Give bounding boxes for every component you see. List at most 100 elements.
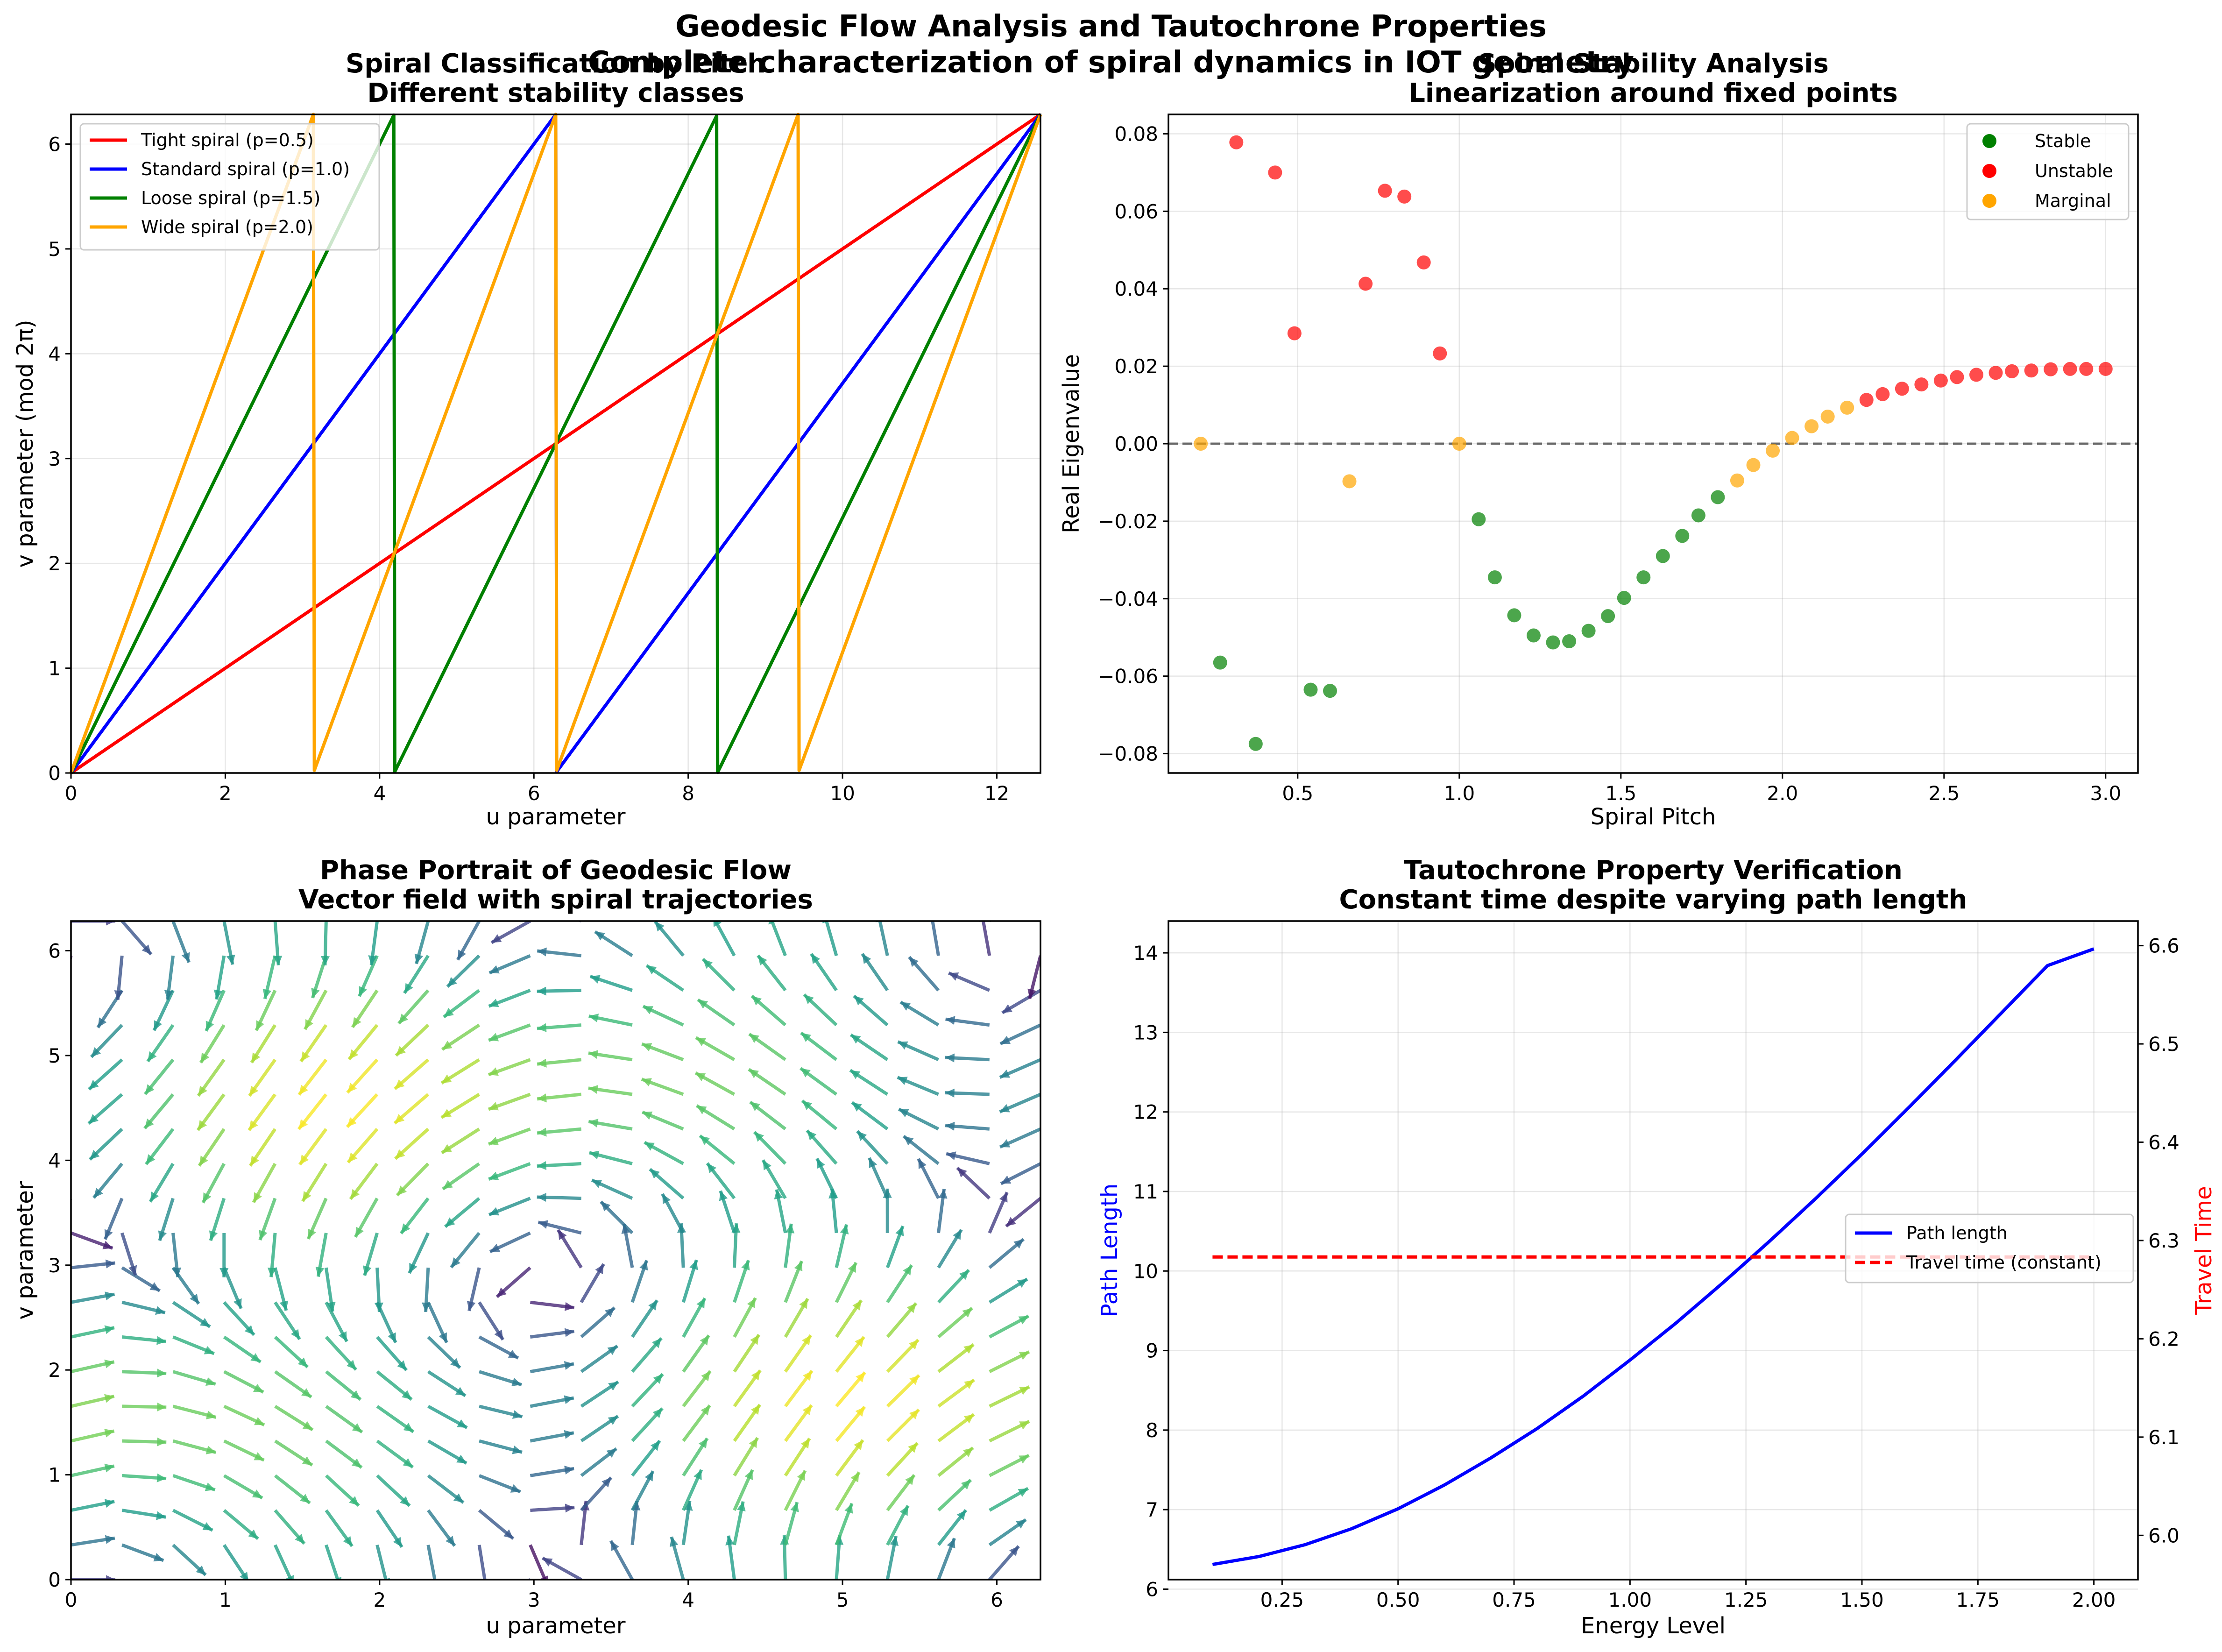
phase-arrow-head — [450, 1358, 460, 1368]
phase-ytick-label: 3 — [48, 1254, 61, 1277]
phase-arrow-shaft — [1040, 1431, 1084, 1441]
stability-point-marginal — [1820, 409, 1835, 424]
stability-ytick-label: −0.06 — [1098, 665, 1158, 688]
phase-arrow-head — [439, 1332, 447, 1343]
tautochrone-ytick-label: 11 — [1133, 1180, 1158, 1203]
phase-arrow-head — [251, 1052, 261, 1063]
stability-ytick-label: −0.04 — [1098, 588, 1158, 610]
phase-ytick-label: 4 — [48, 1149, 61, 1172]
phase-arrow-head — [240, 1572, 248, 1580]
phase-arrow-head — [856, 1372, 865, 1383]
phase-arrow-head — [285, 1575, 294, 1580]
phase-arrow-head — [610, 1540, 619, 1551]
stability-ytick-label: 0.02 — [1114, 355, 1158, 378]
phase-arrow-shaft — [887, 921, 889, 922]
phase-arrow-head — [205, 1377, 216, 1386]
phase-arrow-shaft — [71, 956, 73, 963]
phase-arrow-head — [588, 1085, 598, 1094]
phase-arrow-shaft — [122, 1578, 124, 1580]
phase-arrow-head — [750, 1334, 759, 1345]
stability-point-marginal — [1840, 400, 1854, 415]
stability-point-stable — [1472, 512, 1486, 526]
stability-point-unstable — [1969, 368, 1983, 382]
phase-arrow-head — [226, 1613, 235, 1623]
phase-arrow-head — [909, 1410, 919, 1419]
phase-arrow-head — [542, 1558, 553, 1567]
phase-arrow-head — [1076, 916, 1085, 925]
phase-arrow-head — [899, 1505, 908, 1516]
tautochrone-ytick-label: 7 — [1146, 1498, 1158, 1521]
phase-arrow-head — [401, 1223, 410, 1234]
stability-legend-text-unstable: Unstable — [2035, 161, 2113, 181]
phase-arrow-head — [442, 1041, 453, 1049]
phase-arrow-head — [153, 1553, 164, 1562]
tautochrone-ytick-label: 9 — [1146, 1340, 1158, 1362]
tautochrone-legend-text-path: Path length — [1906, 1223, 2008, 1243]
phase-arrow-head — [802, 1335, 811, 1346]
phase-arrow-head — [848, 1262, 856, 1273]
phase-arrow-head — [142, 944, 151, 955]
phase-arrow-head — [104, 1499, 115, 1508]
phase-arrow-head — [693, 1469, 702, 1480]
tautochrone-ylabel-left: Path Length — [1097, 1184, 1123, 1317]
phase-arrow-head — [899, 1109, 909, 1118]
phase-arrow-head — [298, 1119, 308, 1129]
phase-arrow-head — [538, 1220, 549, 1229]
phase-arrow-head — [807, 1130, 817, 1141]
phase-arrow-head — [445, 1217, 455, 1227]
phase-arrow-head — [290, 1329, 300, 1340]
phase-arrow-head — [395, 1149, 405, 1159]
phase-arrow-head — [104, 1325, 114, 1334]
phase-arrow-head — [447, 977, 457, 987]
phase-arrow-head — [854, 996, 864, 1006]
phase-arrow-head — [763, 1160, 771, 1170]
phase-arrow-head — [203, 1192, 212, 1203]
phase-arrow-head — [1074, 1394, 1083, 1403]
phase-arrow-head — [850, 1035, 861, 1044]
phase-arrow-head — [128, 1265, 137, 1276]
phase-arrow-head — [154, 1020, 163, 1031]
phase-arrow-head — [142, 1603, 151, 1613]
phase-arrow-head — [105, 1291, 115, 1301]
spiral-ytick-label: 5 — [48, 238, 61, 261]
stability-title-line1: Spiral Stability Analysis — [1478, 49, 1829, 79]
phase-arrow-head — [204, 1346, 214, 1354]
phase-arrow-head — [695, 1073, 706, 1082]
phase-arrow-head — [244, 1325, 255, 1335]
phase-arrow-head — [999, 1104, 1010, 1113]
phase-arrow-head — [707, 1163, 717, 1173]
phase-arrow-shaft — [938, 921, 941, 922]
phase-arrow-head — [662, 1194, 671, 1205]
phase-arrow-head — [253, 1192, 262, 1203]
phase-arrow-head — [537, 1023, 547, 1032]
phase-arrow-head — [869, 1157, 877, 1168]
stability-point-stable — [1711, 490, 1725, 504]
phase-arrow-head — [909, 1375, 920, 1385]
phase-arrow-head — [1074, 1464, 1083, 1473]
stability-point-marginal — [1785, 431, 1799, 445]
phase-arrow-head — [1016, 1519, 1026, 1529]
phase-arrow-head — [945, 1088, 955, 1098]
phase-title-line2: Vector field with spiral trajectories — [298, 885, 813, 915]
spiral-title-line2: Different stability classes — [367, 78, 744, 108]
phase-arrow-shaft — [426, 1545, 437, 1580]
phase-arrow-head — [650, 1169, 660, 1179]
phase-arrow-head — [642, 1043, 652, 1052]
tautochrone-ytick-right-label: 6.1 — [2148, 1426, 2180, 1449]
spiral-legend-box — [79, 123, 380, 251]
stability-point-unstable — [1378, 184, 1392, 198]
stability-point-stable — [1546, 635, 1560, 650]
tautochrone-ylabel-right: Travel Time — [2191, 1186, 2217, 1315]
tautochrone-title-line2: Constant time despite varying path lengt… — [1339, 885, 1967, 915]
phase-xtick-label: 4 — [682, 1588, 694, 1611]
phase-arrow-head — [1018, 1316, 1029, 1325]
phase-arrow-head — [253, 1383, 264, 1392]
stability-point-unstable — [2024, 363, 2038, 378]
stability-ytick-label: −0.08 — [1098, 743, 1158, 766]
phase-arrow-head — [91, 1047, 101, 1057]
phase-arrow-head — [696, 1298, 705, 1309]
phase-arrow-head — [351, 1458, 362, 1468]
phase-arrow-head — [564, 1302, 574, 1311]
phase-arrow-head — [315, 1267, 325, 1277]
phase-arrow-head — [537, 1093, 547, 1103]
